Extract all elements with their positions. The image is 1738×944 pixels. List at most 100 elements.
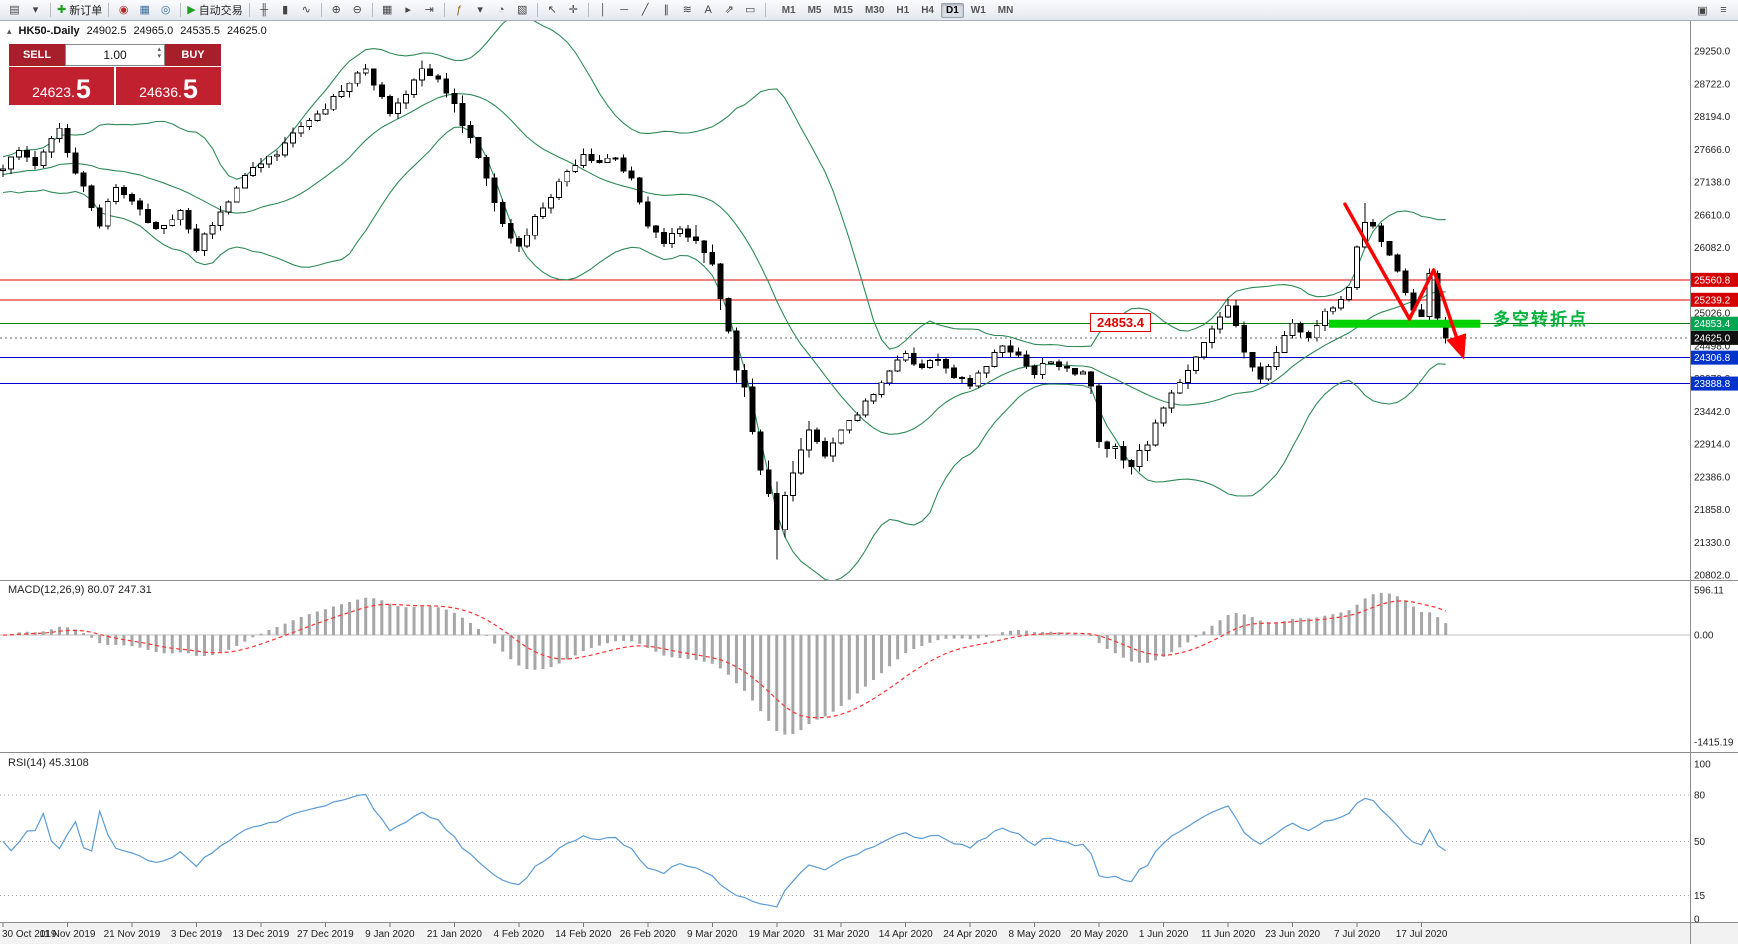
ohlc-high-value: 24965.0 <box>133 25 174 37</box>
toolbar-separator <box>443 3 445 17</box>
cursor-icon[interactable]: ↖ <box>547 4 557 16</box>
svg-text:28722.0: 28722.0 <box>1694 79 1731 90</box>
bollinger-lower-band <box>2 126 1446 580</box>
chart-list-dropdown-icon[interactable]: ▾ <box>32 4 39 16</box>
svg-text:24625.0: 24625.0 <box>1694 333 1731 344</box>
macd-pane <box>0 592 1690 735</box>
chart-title: ▴ HK50-.Daily 24902.5 24965.0 24535.5 24… <box>7 25 267 37</box>
toolbar: ▤ ▾ ✚ 新订单 ◉ ▦ ◎ ▶ 自动交易 ╫ ▮ ∿ ⊕ ⊖ ▦ ▸ ⇥ ƒ ▾ ◔ ▧ ↖ ✛ │ ─ ╱ ∥ ≋ A ⇗ ▭ M1 M… <box>0 0 1738 21</box>
periods-dropdown-icon[interactable]: ◔ <box>497 4 505 16</box>
svg-text:26 Feb 2020: 26 Feb 2020 <box>620 929 677 940</box>
zigzag-arrow-drawing <box>1343 202 1467 360</box>
one-click-trading-panel: SELL 1.00 ▴ ▾ BUY 24623. 5 24636. 5 <box>9 44 221 105</box>
text-label-icon[interactable]: A <box>704 4 712 16</box>
timeframe-h4[interactable]: H4 <box>921 4 934 16</box>
chart-shift-icon[interactable]: ⇥ <box>424 4 434 16</box>
toolbar-separator <box>50 3 51 17</box>
buy-price-big-digit: 5 <box>182 74 198 104</box>
svg-text:0.00: 0.00 <box>1694 631 1714 642</box>
svg-text:22914.0: 22914.0 <box>1694 440 1731 451</box>
help-icon[interactable]: ≡ <box>1720 4 1727 16</box>
navigator-icon[interactable]: ◎ <box>160 4 171 16</box>
svg-text:24 Apr 2020: 24 Apr 2020 <box>943 929 997 940</box>
svg-text:26082.0: 26082.0 <box>1694 243 1731 254</box>
tile-windows-icon[interactable]: ▦ <box>381 4 393 16</box>
timeframe-mn[interactable]: MN <box>997 4 1014 16</box>
svg-text:8 May 2020: 8 May 2020 <box>1009 929 1062 940</box>
indicators-icon[interactable]: ƒ <box>456 4 463 16</box>
auto-trading-button[interactable]: ▶ 自动交易 <box>187 4 243 17</box>
sell-button[interactable]: SELL <box>9 44 65 66</box>
shapes-icon[interactable]: ▭ <box>744 4 756 16</box>
timeframe-m5[interactable]: M5 <box>807 4 822 16</box>
fibonacci-icon[interactable]: ≋ <box>682 4 692 16</box>
svg-text:7 Jul 2020: 7 Jul 2020 <box>1334 929 1381 940</box>
svg-text:20802.0: 20802.0 <box>1694 571 1731 582</box>
svg-text:28194.0: 28194.0 <box>1694 112 1731 123</box>
trendline-icon[interactable]: ╱ <box>641 4 649 16</box>
svg-text:596.11: 596.11 <box>1694 585 1724 596</box>
turning-point-annotation: 多空转折点 <box>1493 310 1588 329</box>
svg-text:21 Nov 2019: 21 Nov 2019 <box>104 929 161 940</box>
timeframe-bar: M1 M5 M15 M30 H1 H4 D1 W1 MN <box>776 2 1020 18</box>
svg-text:-1415.19: -1415.19 <box>1694 738 1734 749</box>
indicators-dropdown-icon[interactable]: ▾ <box>477 4 483 16</box>
window-menu-icon[interactable]: ▣ <box>1697 4 1708 17</box>
toolbar-separator <box>587 3 589 17</box>
timeframe-h1[interactable]: H1 <box>896 4 910 16</box>
timeframe-m15[interactable]: M15 <box>833 4 853 16</box>
svg-text:14 Apr 2020: 14 Apr 2020 <box>879 929 933 940</box>
svg-text:11 Jun 2020: 11 Jun 2020 <box>1201 929 1256 940</box>
svg-text:23888.8: 23888.8 <box>1694 379 1731 390</box>
rsi-pane <box>0 793 1690 908</box>
ohlc-open-value: 24902.5 <box>86 25 127 37</box>
svg-text:13 Dec 2019: 13 Dec 2019 <box>233 929 290 940</box>
market-watch-icon[interactable]: ◉ <box>118 4 129 16</box>
templates-icon[interactable]: ▧ <box>516 4 528 16</box>
toolbar-separator <box>371 3 373 17</box>
svg-text:23442.0: 23442.0 <box>1694 407 1731 418</box>
volume-down-icon[interactable]: ▾ <box>157 53 161 60</box>
charts-icon[interactable]: ▤ <box>9 4 20 16</box>
collapse-arrow-icon[interactable]: ▴ <box>7 25 12 36</box>
svg-text:3 Dec 2019: 3 Dec 2019 <box>171 929 223 940</box>
horizontal-line-icon[interactable]: ─ <box>620 4 629 16</box>
svg-text:25560.8: 25560.8 <box>1694 275 1731 286</box>
arrow-object-icon[interactable]: ⇗ <box>724 4 734 16</box>
toolbar-separator <box>536 3 538 17</box>
sell-price-box[interactable]: 24623. 5 <box>9 67 114 105</box>
svg-text:15: 15 <box>1694 891 1706 902</box>
data-window-icon[interactable]: ▦ <box>139 4 150 16</box>
zoom-out-icon[interactable]: ⊖ <box>352 4 362 16</box>
timeframe-w1[interactable]: W1 <box>970 4 986 16</box>
buy-button[interactable]: BUY <box>165 44 221 66</box>
timeframe-m1[interactable]: M1 <box>781 4 796 16</box>
svg-text:9 Jan 2020: 9 Jan 2020 <box>365 929 415 940</box>
main-price-pane <box>0 20 1690 580</box>
toolbar-separator <box>108 3 110 17</box>
vertical-line-icon[interactable]: │ <box>599 4 607 16</box>
svg-text:14 Feb 2020: 14 Feb 2020 <box>555 929 612 940</box>
svg-text:27 Dec 2019: 27 Dec 2019 <box>297 929 354 940</box>
crosshair-icon[interactable]: ✛ <box>568 4 578 16</box>
buy-price-box[interactable]: 24636. 5 <box>116 67 221 105</box>
bar-chart-icon[interactable]: ╫ <box>260 4 269 16</box>
ohlc-low-value: 24535.5 <box>180 25 220 37</box>
timeframe-m30[interactable]: M30 <box>864 4 885 16</box>
new-order-button[interactable]: ✚ 新订单 <box>57 4 103 17</box>
candlestick-chart-icon[interactable]: ▮ <box>282 4 289 16</box>
svg-text:19 Mar 2020: 19 Mar 2020 <box>749 929 806 940</box>
svg-text:21 Jan 2020: 21 Jan 2020 <box>427 929 482 940</box>
macd-indicator-label: MACD(12,26,9) 80.07 247.31 <box>8 584 152 596</box>
svg-text:100: 100 <box>1694 759 1711 770</box>
toolbar-separator <box>320 3 322 17</box>
timeframe-d1[interactable]: D1 <box>941 2 964 18</box>
auto-scroll-icon[interactable]: ▸ <box>405 4 411 16</box>
chart-symbol-label: HK50-.Daily <box>18 25 80 37</box>
channel-icon[interactable]: ∥ <box>663 4 669 16</box>
volume-up-icon[interactable]: ▴ <box>157 46 161 53</box>
line-chart-icon[interactable]: ∿ <box>301 4 311 16</box>
volume-input[interactable]: 1.00 ▴ ▾ <box>65 44 165 66</box>
zoom-in-icon[interactable]: ⊕ <box>331 4 341 16</box>
